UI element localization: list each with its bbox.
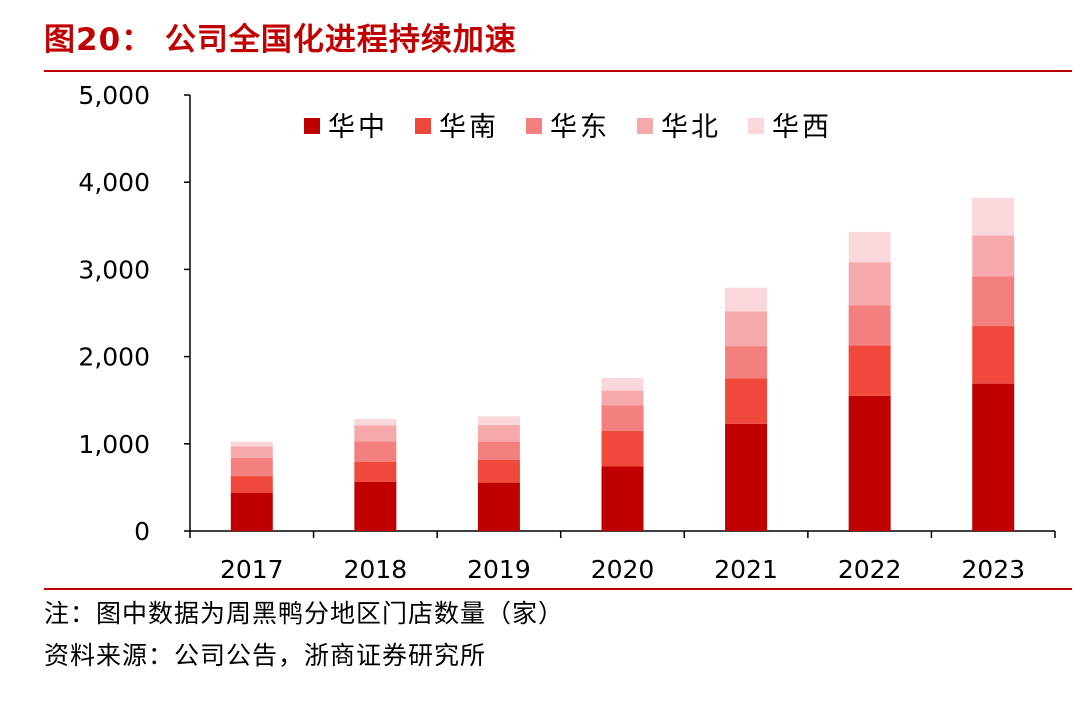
- bar-segment: [848, 231, 891, 263]
- legend-swatch: [637, 118, 653, 134]
- bar-segment: [725, 287, 768, 312]
- bar-segment: [725, 378, 768, 424]
- bar-segment: [725, 346, 768, 379]
- y-axis: 0 1,000 2,000 3,000 4,000 5,000: [78, 81, 191, 546]
- x-tick-label: 2023: [961, 555, 1025, 584]
- bar-segment: [848, 345, 891, 396]
- bar-segment: [848, 262, 891, 306]
- source-note: 资料来源：公司公告，浙商证券研究所: [44, 641, 487, 670]
- bar-segment: [477, 416, 520, 426]
- bar-segment: [972, 276, 1015, 327]
- bar-segment: [972, 326, 1015, 384]
- bar-segment: [601, 405, 644, 431]
- y-tick-label: 0: [134, 517, 150, 546]
- legend-label: 华东: [550, 112, 610, 143]
- y-tick-label: 1,000: [78, 430, 150, 459]
- legend-label: 华北: [661, 112, 721, 143]
- bar-segment: [725, 423, 768, 531]
- x-tick-label: 2020: [591, 555, 655, 584]
- title-rule: [44, 70, 1072, 72]
- chart-note: 注：图中数据为周黑鸭分地区门店数量（家）: [44, 599, 565, 628]
- bar-segment: [477, 459, 520, 483]
- bar-segment: [354, 418, 397, 426]
- y-tick-label: 3,000: [78, 255, 150, 284]
- legend-swatch: [304, 118, 320, 134]
- legend-swatch: [415, 118, 431, 134]
- bar-segment: [477, 425, 520, 442]
- x-tick-label: 2017: [220, 555, 284, 584]
- x-tick-label: 2022: [838, 555, 902, 584]
- legend-label: 华南: [439, 112, 499, 143]
- x-tick-label: 2019: [467, 555, 531, 584]
- x-tick-label: 2018: [344, 555, 408, 584]
- bar-segment: [601, 377, 644, 391]
- bar-segment: [848, 395, 891, 531]
- bar-segment: [230, 476, 273, 493]
- bar-segment: [477, 441, 520, 460]
- y-tick-label: 2,000: [78, 343, 150, 372]
- legend-label: 华西: [772, 112, 832, 143]
- bar-segment: [230, 446, 273, 458]
- bar-segment: [354, 461, 397, 482]
- legend-label: 华中: [328, 112, 388, 143]
- legend: 华中 华南 华东 华北 华西: [304, 112, 832, 143]
- footer-rule: [44, 588, 1072, 590]
- bars: [230, 197, 1015, 531]
- bar-segment: [848, 305, 891, 346]
- figure-title: 图20： 公司全国化进程持续加速: [44, 22, 517, 58]
- x-tick-label: 2021: [714, 555, 778, 584]
- bar-segment: [601, 430, 644, 467]
- bar-segment: [725, 311, 768, 347]
- y-tick-label: 5,000: [78, 81, 150, 110]
- bar-segment: [230, 492, 273, 531]
- bar-segment: [477, 482, 520, 531]
- bar-segment: [972, 383, 1015, 531]
- bar-segment: [354, 425, 397, 442]
- x-axis: 2017 2018 2019 2020 2021 2022 2023: [189, 530, 1056, 584]
- bar-segment: [354, 441, 397, 462]
- bar-segment: [354, 481, 397, 531]
- bar-segment: [230, 441, 273, 447]
- bar-segment: [601, 390, 644, 406]
- bar-segment: [601, 466, 644, 531]
- bar-segment: [972, 197, 1015, 236]
- bar-segment: [972, 235, 1015, 277]
- legend-swatch: [526, 118, 542, 134]
- bar-segment: [230, 457, 273, 477]
- y-tick-label: 4,000: [78, 168, 150, 197]
- legend-swatch: [748, 118, 764, 134]
